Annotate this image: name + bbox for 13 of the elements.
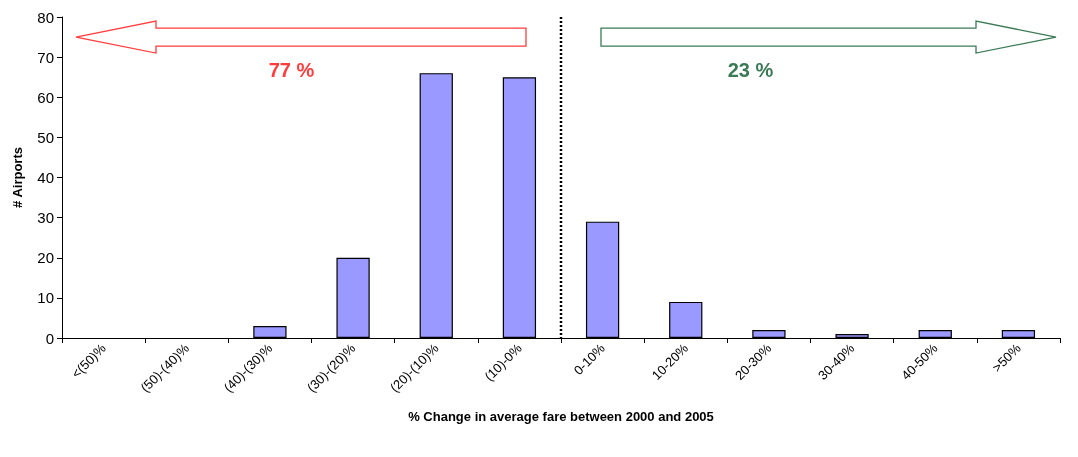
annotation: 23 % (727, 59, 774, 82)
y-tick-label: 40 (37, 169, 54, 186)
y-tick-label: 30 (37, 209, 54, 227)
y-axis-title: # Airports (10, 147, 25, 208)
y-tick-label: 70 (37, 48, 54, 66)
y-tick-label: 0 (45, 329, 54, 347)
y-tick-label: 50 (37, 128, 54, 146)
y-tick-label: 80 (37, 8, 54, 26)
y-tick-label: 20 (37, 249, 54, 267)
annotation: 77 % (268, 59, 315, 82)
x-axis-title: % Change in average fare between 2000 and 2005 (408, 409, 714, 424)
y-tick-label: 10 (37, 289, 54, 307)
y-tick-label: 60 (37, 88, 54, 106)
